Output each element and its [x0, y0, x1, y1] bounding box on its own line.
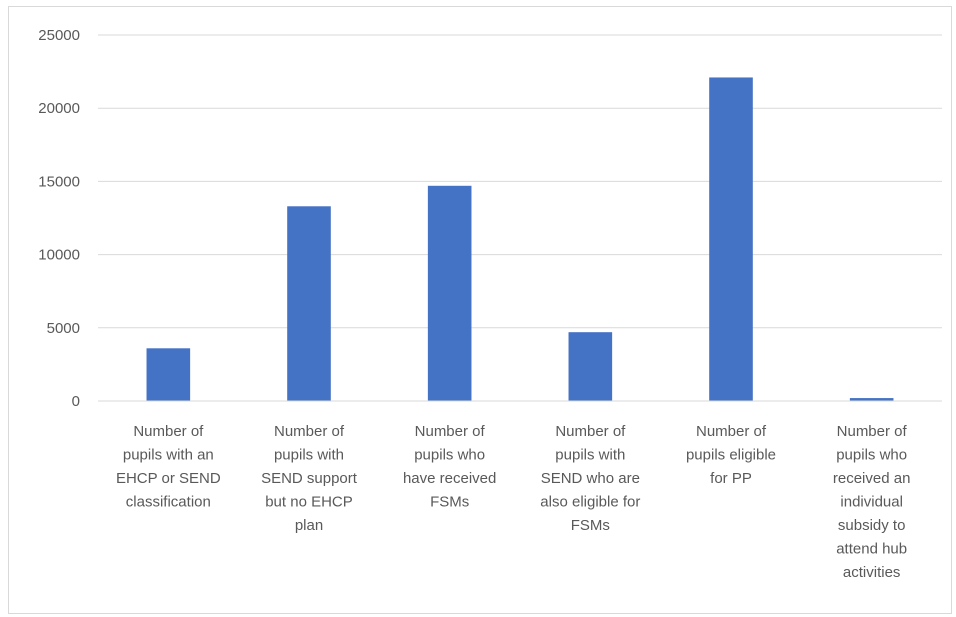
- y-tick-label: 15000: [38, 173, 80, 190]
- y-tick-label: 20000: [38, 100, 80, 117]
- category-label-1: Number of pupils with SEND support but no E…: [261, 423, 358, 534]
- category-label-5: Number of pupils who received an individual…: [833, 423, 911, 581]
- bar-4: [709, 77, 753, 402]
- category-label-0: Number of pupils with an EHCP or SEND class…: [116, 423, 221, 511]
- y-axis-ticks: 0 5000 10000 15000 20000 25000: [38, 27, 80, 410]
- y-tick-label: 0: [72, 393, 80, 410]
- y-tick-label: 10000: [38, 247, 80, 264]
- bar-5: [849, 398, 894, 401]
- gridlines: [98, 34, 942, 329]
- bar-1: [287, 206, 331, 401]
- category-label-4: Number of pupils eligible for PP: [686, 423, 776, 487]
- bar-2: [427, 185, 472, 401]
- y-tick-label: 25000: [38, 27, 80, 44]
- category-label-2: Number of pupils who have received FSMs: [403, 423, 496, 511]
- x-axis-categories: Number of pupils with an EHCP or SEND class…: [116, 423, 910, 581]
- y-tick-label: 5000: [47, 320, 80, 337]
- bar-3: [568, 332, 613, 401]
- bar-0: [146, 348, 191, 401]
- chart-frame: [8, 6, 952, 614]
- bars: [146, 77, 894, 402]
- category-label-3: Number of pupils with SEND who are also eli…: [540, 423, 640, 534]
